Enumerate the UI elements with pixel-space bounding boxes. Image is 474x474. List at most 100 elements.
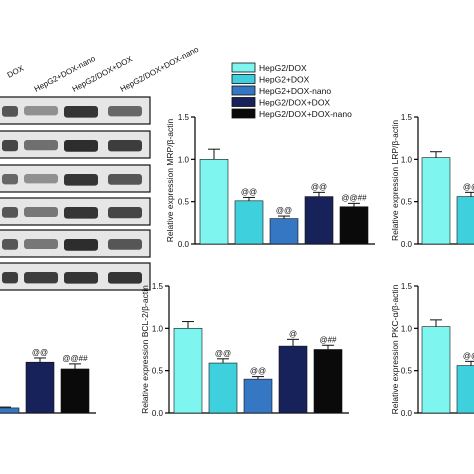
blot-band: [108, 272, 142, 284]
blot-band: [24, 239, 58, 249]
blot-band: [24, 106, 58, 116]
legend-swatch: [231, 62, 256, 73]
y-axis-label: Relative expression MRP/β-actin: [165, 119, 175, 243]
significance-label: @@##: [341, 193, 367, 202]
y-tick-label: 1.5: [401, 282, 413, 291]
blot-band: [2, 106, 18, 117]
bar: [243, 378, 273, 414]
blot-band: [64, 140, 98, 152]
y-tick-label: 1.5: [401, 113, 413, 122]
legend-swatch: [231, 97, 256, 107]
blot-band: [24, 272, 58, 284]
y-axis-label: Relative expression PKC-α/β-actin: [390, 284, 400, 414]
y-axis-label: Relative expression LRP/β-actin: [390, 120, 400, 241]
bar: [208, 362, 238, 414]
significance-label: @@: [463, 182, 474, 191]
significance-label: @: [289, 329, 297, 338]
bar: [339, 206, 369, 245]
bar: [173, 328, 203, 414]
blot-strips: [0, 96, 151, 291]
blot-band: [108, 140, 142, 152]
bar: [199, 159, 229, 245]
significance-label: @@: [276, 206, 292, 215]
blot-lane-labels: DOX HepG2+DOX-nano HepG2/DOX+DOX HepG2/D…: [6, 45, 201, 94]
bar: [25, 361, 55, 414]
blot-band: [64, 207, 98, 219]
blot-lane-label: HepG2+DOX-nano: [33, 54, 98, 94]
blot-band: [24, 174, 58, 184]
legend-swatch: [231, 74, 256, 84]
bar: [456, 365, 474, 414]
blot-strip: [0, 96, 151, 125]
y-tick-label: 0.0: [401, 409, 413, 418]
bar: [313, 349, 343, 414]
blot-band: [64, 272, 98, 284]
bar: [234, 200, 264, 245]
y-tick-label: 1.0: [152, 324, 164, 333]
bar: [421, 326, 451, 414]
significance-label: @@: [32, 348, 48, 357]
y-tick-label: 1.0: [401, 155, 413, 164]
blot-band: [64, 174, 98, 186]
blot-strip: [0, 197, 151, 226]
blot-band: [24, 140, 58, 151]
significance-label: @@: [241, 187, 257, 196]
y-tick-label: 1.5: [152, 282, 164, 291]
significance-label: @@: [250, 367, 266, 376]
blot-strip: [0, 229, 151, 258]
significance-label: @@: [311, 182, 327, 191]
bar: [456, 196, 474, 245]
blot-band: [2, 174, 18, 185]
legend-label: HepG2+DOX-nano: [259, 86, 331, 96]
blot-lane-label: HepG2/DOX+DOX-nano: [119, 45, 201, 94]
bar-chart: @@ @@##: [0, 348, 96, 414]
blot-strip: [0, 130, 151, 159]
significance-label: @@: [463, 351, 474, 360]
blot-band: [64, 106, 98, 118]
significance-label: @@##: [62, 354, 88, 363]
blot-band: [2, 239, 18, 250]
blot-lane-label: DOX: [6, 63, 26, 79]
blot-band: [24, 207, 58, 217]
blot-strip: [0, 262, 151, 291]
legend-label: HepG2/DOX: [259, 63, 307, 73]
y-tick-label: 1.0: [401, 324, 413, 333]
y-tick-label: 0.0: [178, 240, 190, 249]
bar: [304, 196, 334, 245]
legend-label: HepG2/DOX+DOX-nano: [259, 109, 352, 119]
y-tick-label: 1.0: [178, 155, 190, 164]
bar: [278, 345, 308, 414]
y-axis-label: Relative expression BCL-2/β-actin: [140, 285, 150, 414]
y-tick-label: 0.5: [178, 198, 190, 207]
legend-swatch: [231, 108, 256, 119]
y-tick-label: 0.5: [401, 198, 413, 207]
blot-band: [108, 207, 142, 219]
y-tick-label: 1.5: [178, 113, 190, 122]
bar: [60, 368, 90, 414]
legend-label: HepG2+DOX: [259, 75, 310, 85]
bar: [269, 218, 299, 245]
blot-band: [108, 174, 142, 185]
blot-band: [108, 239, 142, 250]
blot-band: [108, 106, 142, 117]
y-tick-label: 0.5: [401, 367, 413, 376]
significance-label: @##: [319, 335, 337, 344]
y-tick-label: 0.0: [152, 409, 164, 418]
legend-swatch: [231, 85, 256, 96]
blot-band: [2, 272, 18, 284]
blot-band: [2, 140, 18, 152]
significance-label: @@: [215, 349, 231, 358]
blot-band: [2, 207, 18, 218]
y-tick-label: 0.5: [152, 367, 164, 376]
legend-label: HepG2/DOX+DOX: [259, 98, 330, 108]
blot-strip: [0, 164, 151, 193]
bar: [421, 157, 451, 245]
blot-band: [64, 239, 98, 251]
